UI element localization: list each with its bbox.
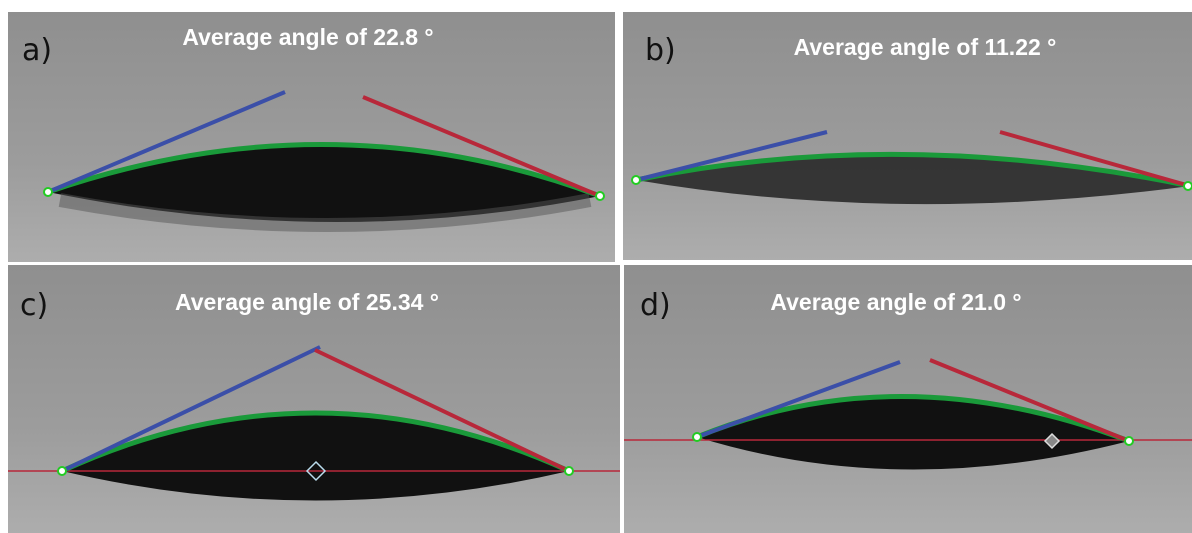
panel-label: d) [640,288,671,323]
panel-caption: Average angle of 11.22 ° [794,34,1057,60]
contact-point [58,467,66,475]
panel-d: d) Average angle of 21.0 ° [624,265,1192,533]
contact-point [1184,182,1192,190]
contact-point [44,188,52,196]
contact-point [693,433,701,441]
panel-b: b) Average angle of 11.22 ° [623,12,1192,260]
contact-point [1125,437,1133,445]
panel-label: c) [20,288,48,323]
panel-caption: Average angle of 25.34 ° [175,289,439,315]
panel-label: b) [645,33,676,68]
panel-caption: Average angle of 21.0 ° [770,289,1021,315]
panel-label: a) [22,33,52,68]
contact-point [565,467,573,475]
contact-point [632,176,640,184]
panel-caption: Average angle of 22.8 ° [182,24,433,50]
contact-point [596,192,604,200]
panel-c: c) Average angle of 25.34 ° [8,265,620,533]
page: a) Average angle of 22.8 ° b) Average an… [0,0,1192,533]
figure: a) Average angle of 22.8 ° b) Average an… [0,0,1192,533]
panel-a: a) Average angle of 22.8 ° [8,12,615,262]
